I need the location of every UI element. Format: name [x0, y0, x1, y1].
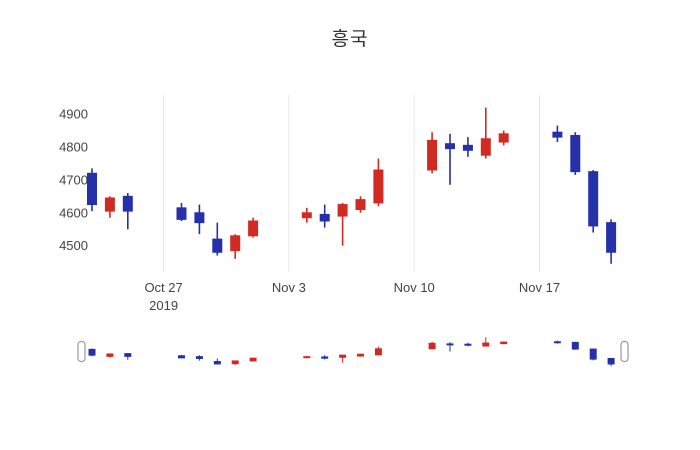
candle-body-down[interactable] [462, 144, 473, 151]
candle-body-up-mini[interactable] [374, 348, 382, 356]
candle-body-down-mini[interactable] [607, 357, 615, 365]
candle-body-down[interactable] [212, 238, 223, 253]
candle-body-down[interactable] [552, 131, 563, 138]
candle-body-down[interactable] [319, 213, 330, 222]
candle-body-down-mini[interactable] [124, 353, 132, 357]
chart-title: 흥국 [331, 29, 369, 50]
candle-body-up-mini[interactable] [428, 342, 436, 350]
candle-body-up[interactable] [104, 197, 115, 212]
candle-body-up[interactable] [373, 169, 384, 204]
candle-body-up[interactable] [230, 235, 241, 252]
candle-body-up[interactable] [337, 204, 348, 217]
candle-body-down-mini[interactable] [88, 348, 96, 356]
y-tick-label: 4900 [59, 107, 88, 122]
candle-body-up[interactable] [248, 220, 259, 237]
candle-body-up-mini[interactable] [231, 360, 239, 365]
candle-body-up-mini[interactable] [482, 342, 490, 347]
candle-body-down-mini[interactable] [464, 343, 472, 346]
candle-body-up-mini[interactable] [339, 354, 347, 358]
candle-body-down-mini[interactable] [446, 343, 454, 346]
candle-body-down-mini[interactable] [589, 348, 597, 360]
candle-body-up-mini[interactable] [357, 353, 364, 357]
candle-body-down[interactable] [570, 134, 581, 173]
y-tick-label: 4500 [59, 238, 88, 253]
candle-body-down-mini[interactable] [321, 356, 329, 359]
candle-body-down-mini[interactable] [178, 355, 185, 359]
x-tick-label: Oct 27 [144, 280, 182, 295]
candle-body-down-mini[interactable] [195, 356, 203, 359]
rangeslider-handle-right[interactable] [620, 340, 629, 363]
candle-body-down[interactable] [445, 143, 455, 150]
x-tick-year-label: 2019 [149, 298, 178, 313]
candle-body-down-mini[interactable] [553, 341, 561, 344]
x-tick-label: Nov 3 [272, 280, 306, 295]
candle-body-up[interactable] [427, 139, 438, 171]
candle-body-up[interactable] [480, 138, 491, 156]
candle-body-up-mini[interactable] [500, 341, 508, 345]
candle-body-down[interactable] [588, 171, 599, 227]
candle-body-up[interactable] [301, 212, 312, 219]
candle-body-down-mini[interactable] [571, 341, 579, 350]
y-tick-label: 4700 [59, 172, 88, 187]
candle-body-up-mini[interactable] [106, 353, 114, 357]
candle-body-down[interactable] [194, 212, 205, 224]
candle-body-up[interactable] [355, 199, 366, 210]
candle-body-up-mini[interactable] [303, 356, 311, 359]
y-tick-label: 4600 [59, 205, 88, 220]
x-tick-label: Nov 10 [394, 280, 435, 295]
candle-body-down[interactable] [176, 207, 187, 220]
candle-body-down[interactable] [606, 222, 617, 253]
candle-body-down[interactable] [87, 172, 97, 206]
y-tick-label: 4800 [59, 139, 88, 154]
candle-body-down[interactable] [122, 195, 133, 212]
candle-body-up-mini[interactable] [249, 357, 257, 362]
x-tick-label: Nov 17 [519, 280, 560, 295]
candle-body-down-mini[interactable] [213, 361, 221, 365]
candle-body-up[interactable] [498, 133, 509, 143]
rangeslider-handle-left[interactable] [77, 340, 86, 363]
